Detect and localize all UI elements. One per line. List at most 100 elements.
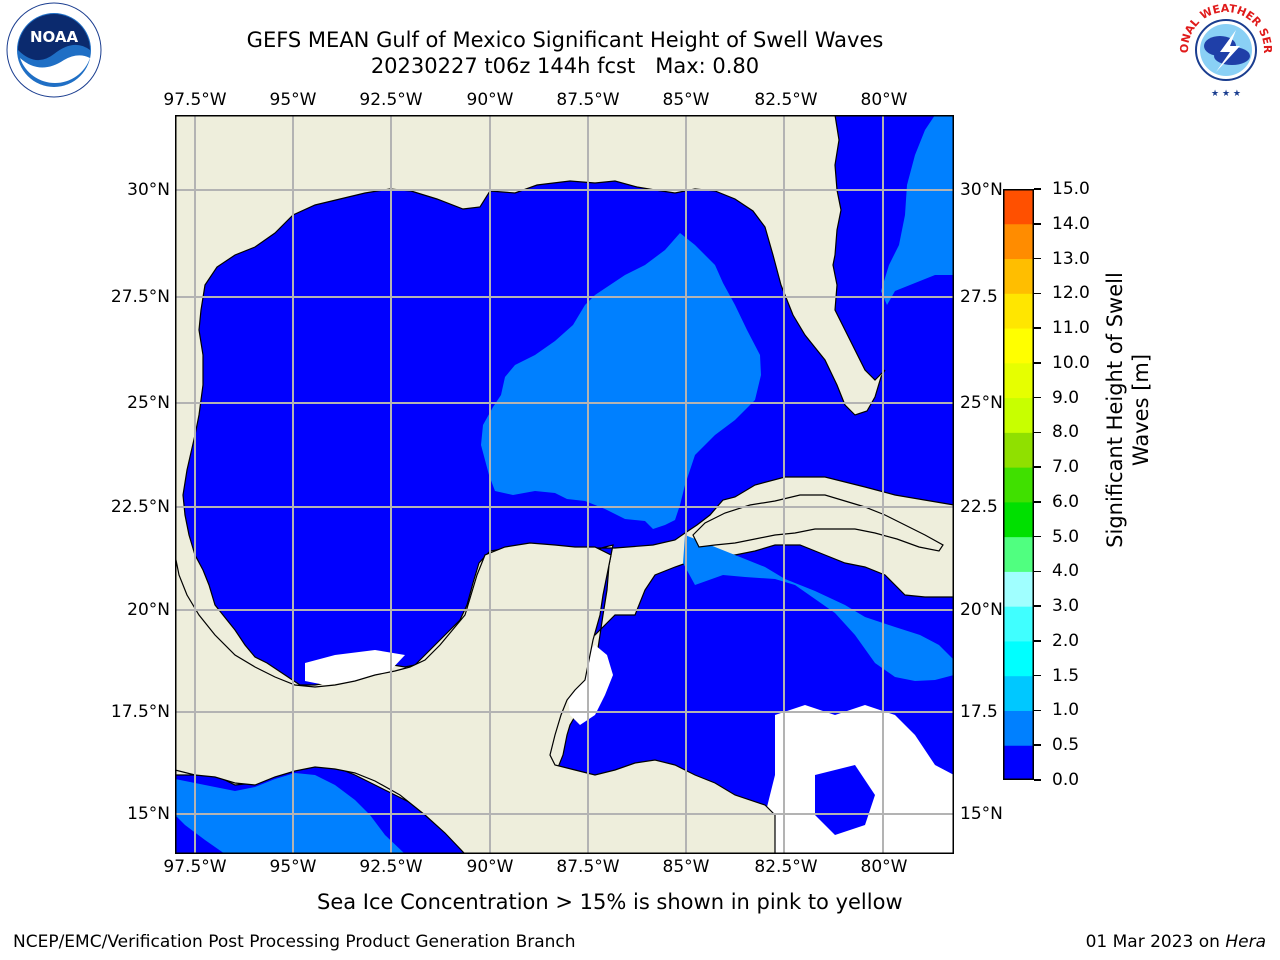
lon-label-bottom-3: 90°W (466, 857, 514, 877)
footer-right: 01 Mar 2023 on Hera (1086, 932, 1266, 952)
colorbar-tick (1034, 605, 1041, 607)
colorbar-label: 14.0 (1052, 213, 1090, 234)
colorbar-label: 3.0 (1052, 596, 1080, 617)
lat-label-right-1: 27.5 (960, 287, 998, 307)
colorbar-tick (1034, 744, 1041, 746)
lon-label-top-6: 82.5°W (754, 90, 818, 110)
lon-label-top-3: 90°W (466, 90, 514, 110)
colorbar-label: 12.0 (1052, 283, 1090, 304)
lon-label-bottom-5: 85°W (662, 857, 710, 877)
footer-date: 01 Mar 2023 on (1085, 932, 1226, 952)
colorbar-tick (1034, 257, 1041, 260)
colorbar-frame (1003, 189, 1034, 780)
colorbar-tick (1034, 327, 1041, 329)
colorbar-segment (1003, 328, 1034, 364)
colorbar-segment (1003, 258, 1034, 294)
colorbar-title-line2: Waves [m] (1129, 353, 1153, 467)
colorbar-label: 11.0 (1052, 318, 1090, 339)
noaa-logo-text: NOAA (30, 28, 79, 46)
colorbar-tick (1034, 535, 1041, 538)
lat-label-right-5: 17.5 (960, 702, 998, 722)
colorbar-label: 7.0 (1052, 457, 1080, 478)
colorbar-tick (1034, 223, 1041, 225)
colorbar-label: 8.0 (1052, 422, 1080, 443)
swell-region-caribbean (683, 535, 954, 681)
lat-label-left-3: 22.5°N (110, 497, 170, 517)
map-svg (175, 115, 954, 854)
lon-label-bottom-6: 82.5°W (754, 857, 818, 877)
lat-label-left-1: 27.5°N (110, 287, 170, 307)
colorbar-segment (1003, 189, 1034, 225)
lat-label-left-4: 20°N (127, 600, 170, 620)
colorbar-label: 13.0 (1052, 248, 1090, 269)
lat-label-left-5: 17.5°N (110, 702, 170, 722)
colorbar-segment (1003, 397, 1034, 433)
colorbar-label: 4.0 (1052, 561, 1080, 582)
lat-label-right-6: 15°N (960, 804, 1003, 824)
footer-left: NCEP/EMC/Verification Post Processing Pr… (13, 932, 576, 952)
chart-title: GEFS MEAN Gulf of Mexico Significant Hei… (246, 28, 884, 52)
colorbar-tick (1034, 396, 1041, 399)
colorbar-tick (1034, 779, 1041, 781)
colorbar-tick (1034, 431, 1041, 434)
lon-label-top-5: 85°W (662, 90, 710, 110)
lat-label-right-2: 25°N (960, 393, 1003, 413)
noaa-logo-icon: NOAA (4, 2, 104, 102)
colorbar-segment (1003, 293, 1034, 329)
swell-region-central (481, 233, 761, 529)
colorbar-title-line1: Significant Height of Swell (1103, 272, 1127, 548)
colorbar-label: 1.5 (1052, 665, 1080, 686)
nodata-caribbean-patch (815, 765, 875, 835)
colorbar-tick (1034, 292, 1041, 295)
colorbar (1003, 189, 1034, 781)
lon-label-top-1: 95°W (269, 90, 317, 110)
colorbar-segment (1003, 362, 1034, 399)
chart-subtitle: 20230227 t06z 144h fcst Max: 0.80 (370, 54, 760, 78)
lat-label-right-4: 20°N (960, 600, 1003, 620)
lat-label-left-0: 30°N (127, 180, 170, 200)
colorbar-tick (1034, 570, 1041, 573)
colorbar-label: 2.0 (1052, 630, 1080, 651)
colorbar-tick (1034, 466, 1041, 468)
colorbar-segment (1003, 536, 1034, 572)
colorbar-segment (1003, 432, 1034, 468)
swell-region-atlantic (881, 115, 954, 305)
colorbar-tick (1034, 188, 1041, 190)
colorbar-tick (1034, 709, 1041, 712)
colorbar-tick (1034, 501, 1041, 503)
colorbar-label: 0.0 (1052, 770, 1080, 790)
lon-label-top-2: 92.5°W (359, 90, 423, 110)
svg-text:★ ★ ★: ★ ★ ★ (1211, 89, 1241, 99)
colorbar-segment (1003, 710, 1034, 746)
map-frame (175, 115, 954, 854)
colorbar-segment (1003, 745, 1034, 781)
colorbar-segment (1003, 223, 1034, 260)
lon-label-top-7: 80°W (860, 90, 908, 110)
colorbar-title: Significant Height of Swell Waves [m] (1102, 200, 1154, 620)
sea-ice-caption-text: Sea Ice Concentration > 15% is shown in … (317, 890, 903, 914)
colorbar-segment (1003, 675, 1034, 711)
lat-label-right-3: 22.5 (960, 497, 998, 517)
colorbar-segment (1003, 606, 1034, 642)
colorbar-segment (1003, 467, 1034, 503)
colorbar-label: 10.0 (1052, 352, 1090, 373)
colorbar-label: 1.0 (1052, 700, 1080, 721)
colorbar-tick (1034, 674, 1041, 677)
lat-label-left-6: 15°N (127, 804, 170, 824)
lon-label-bottom-4: 87.5°W (556, 857, 620, 877)
lon-label-bottom-1: 95°W (269, 857, 317, 877)
lon-label-top-0: 97.5°W (163, 90, 227, 110)
colorbar-tick (1034, 640, 1041, 642)
lon-label-bottom-7: 80°W (860, 857, 908, 877)
lon-label-top-4: 87.5°W (556, 90, 620, 110)
map-gridlines (175, 115, 954, 854)
colorbar-segment (1003, 501, 1034, 538)
colorbar-tick (1034, 362, 1041, 364)
map-area (175, 115, 954, 854)
colorbar-svg (1003, 189, 1034, 781)
lat-label-right-0: 30°N (960, 180, 1003, 200)
footer-host: Hera (1225, 932, 1266, 952)
lon-label-bottom-2: 92.5°W (359, 857, 423, 877)
colorbar-label: 5.0 (1052, 526, 1080, 547)
lat-label-left-2: 25°N (127, 393, 170, 413)
